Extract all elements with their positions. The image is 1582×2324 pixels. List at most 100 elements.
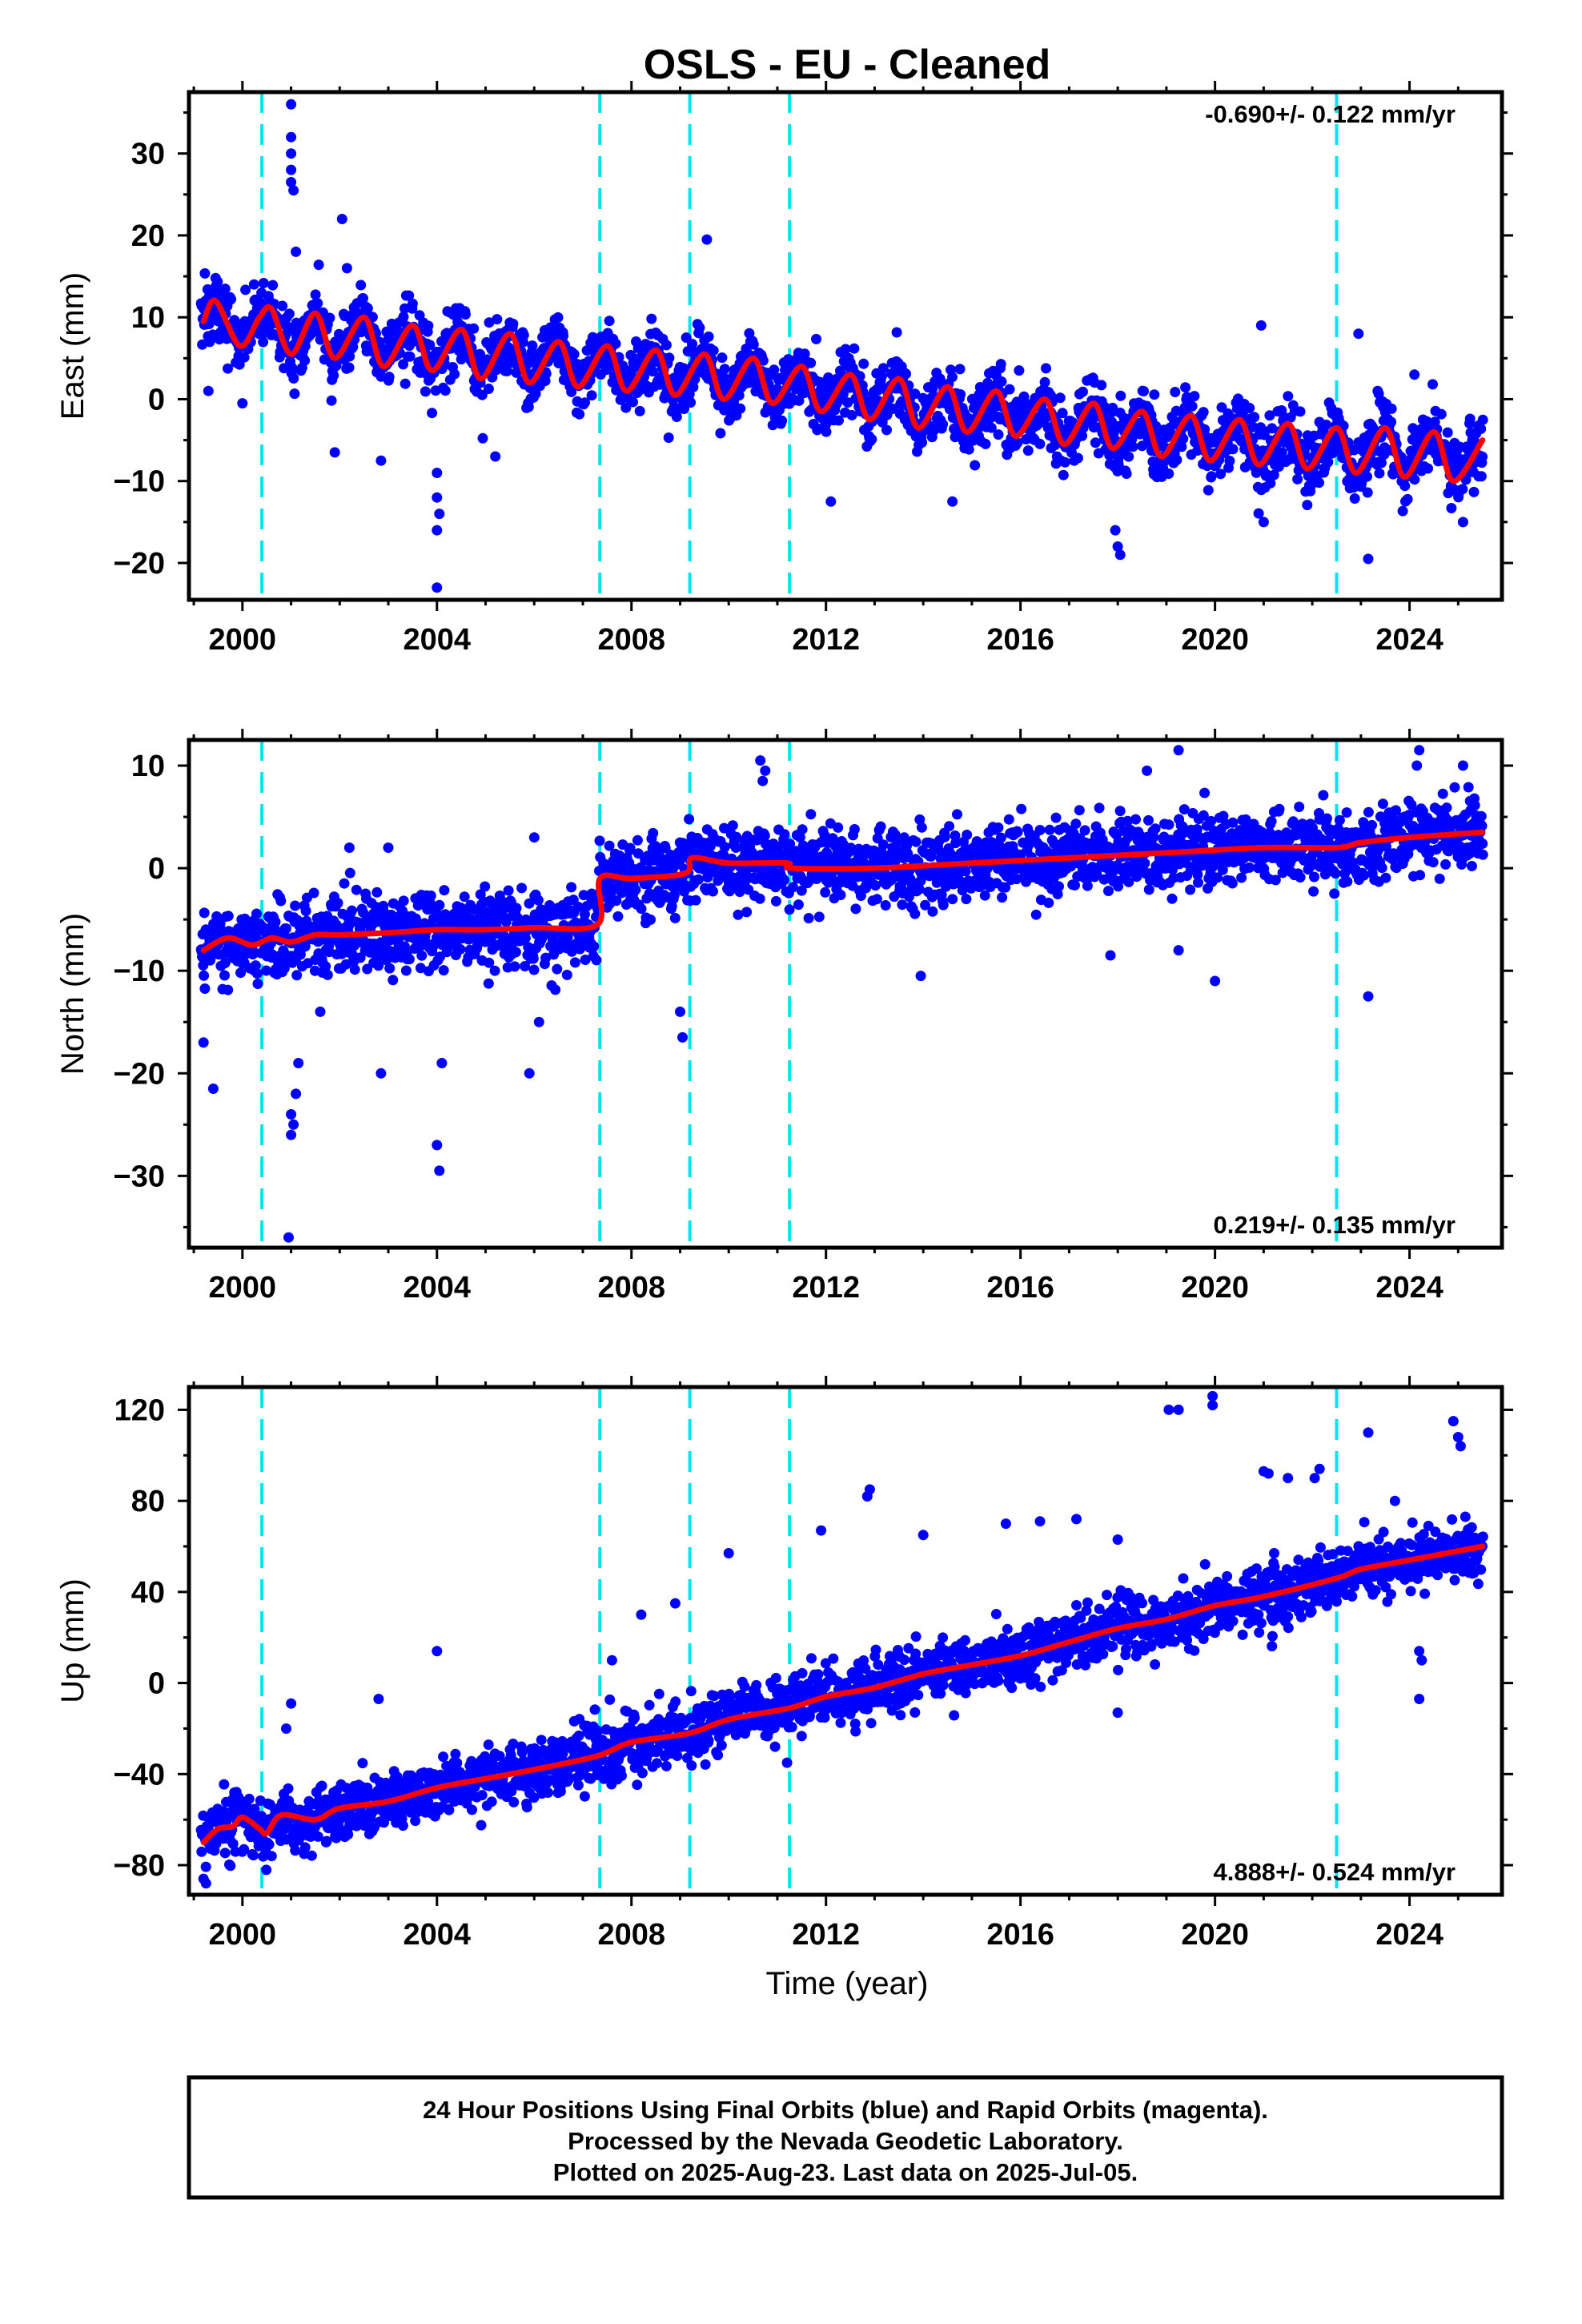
north-data-point [550, 984, 561, 995]
east-data-point [1163, 468, 1174, 479]
north-data-point [1131, 871, 1142, 883]
north-data-point [1419, 837, 1431, 848]
east-outlier-point [341, 263, 352, 274]
north-data-point [1294, 802, 1305, 812]
north-data-point [428, 941, 439, 952]
east-data-point [980, 438, 991, 449]
east-data-point [748, 339, 759, 350]
north-data-point [855, 891, 866, 901]
north-data-point [1342, 876, 1353, 887]
chart-title: OSLS - EU - Cleaned [644, 42, 1051, 88]
east-data-point [1362, 487, 1373, 498]
east-outlier-point [432, 492, 443, 503]
east-data-point [449, 368, 460, 380]
north-data-point [1114, 806, 1126, 817]
east-data-point [811, 333, 821, 344]
north-data-point [561, 969, 572, 980]
east-data-point [617, 360, 628, 372]
north-data-point [484, 957, 495, 968]
east-data-point [288, 373, 299, 384]
north-panel-background [189, 740, 1502, 1248]
east-data-point [647, 366, 658, 377]
north-data-point [877, 839, 889, 850]
east-outlier-point [375, 455, 387, 466]
east-data-point [552, 312, 564, 323]
north-data-point [425, 891, 436, 901]
east-outlier-point [286, 131, 297, 143]
east-data-point [1323, 456, 1334, 468]
east-data-point [993, 429, 1004, 440]
east-data-point [1253, 508, 1264, 519]
north-data-point [1098, 874, 1110, 885]
east-data-point [986, 422, 997, 433]
north-data-point [528, 953, 539, 964]
east-data-point [267, 279, 279, 291]
north-data-point [805, 809, 817, 820]
north-data-point [1295, 872, 1306, 883]
north-data-point [669, 912, 681, 923]
north-data-point [1016, 803, 1027, 814]
east-data-point [283, 308, 295, 320]
east-data-point [604, 316, 615, 327]
north-data-point [797, 824, 808, 835]
north-data-point [351, 884, 362, 895]
north-data-point [1227, 817, 1239, 828]
east-data-point [566, 386, 577, 397]
east-x-tick-label: 2000 [209, 623, 277, 657]
east-data-point [757, 355, 769, 366]
north-data-point [904, 891, 914, 903]
east-data-point [663, 432, 674, 443]
north-data-point [819, 830, 830, 841]
east-panel-frame [187, 90, 1504, 602]
east-data-point [842, 397, 853, 408]
north-data-point [1185, 884, 1196, 895]
east-data-point [719, 364, 730, 375]
east-data-point [1264, 410, 1275, 421]
east-data-point [891, 327, 902, 338]
north-data-point [349, 964, 360, 975]
east-outlier-point [336, 214, 347, 224]
east-data-point [1423, 463, 1433, 474]
east-data-point [833, 415, 844, 426]
north-data-point [279, 963, 290, 974]
north-data-point [1227, 878, 1238, 889]
east-data-point [1399, 480, 1411, 492]
east-data-point [312, 298, 323, 309]
north-data-point [684, 814, 695, 825]
north-data-point [1043, 897, 1054, 908]
east-data-point [1409, 474, 1420, 485]
east-data-point [427, 408, 438, 419]
east-data-point [1170, 405, 1182, 416]
north-data-point [339, 878, 350, 889]
east-outlier-point [291, 246, 302, 257]
north-data-point [636, 903, 647, 915]
east-data-point [1464, 413, 1476, 424]
north-data-point [1070, 818, 1082, 830]
north-data-point [524, 898, 535, 909]
east-data-point [313, 259, 324, 271]
north-data-point [385, 935, 396, 946]
north-data-point [1198, 810, 1209, 821]
east-outlier-point [1255, 320, 1267, 331]
north-data-point [540, 952, 552, 963]
east-data-point [279, 363, 290, 374]
east-data-point [1446, 503, 1457, 513]
north-data-point [909, 908, 921, 919]
east-data-point [1099, 401, 1110, 412]
north-data-point [1012, 826, 1023, 838]
east-data-point [1170, 387, 1181, 397]
east-data-point [917, 437, 928, 448]
east-data-point [568, 348, 580, 360]
north-data-point [569, 957, 580, 968]
north-data-point [952, 809, 962, 820]
north-data-point [1463, 782, 1474, 793]
north-data-point [1191, 824, 1203, 834]
north-data-point [997, 892, 1008, 903]
north-data-point [1163, 819, 1174, 830]
north-data-point [1270, 875, 1281, 886]
east-data-point [858, 358, 869, 369]
north-data-point [624, 842, 636, 854]
north-data-point [591, 955, 602, 966]
north-data-point [384, 963, 396, 974]
east-data-point [854, 371, 865, 382]
